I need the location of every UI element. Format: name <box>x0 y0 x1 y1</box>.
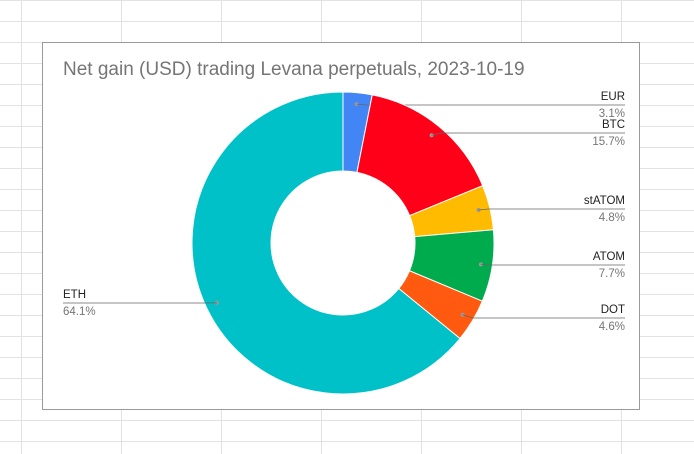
donut-chart: EUR 3.1%BTC 15.7% stATOM 4.8% ATOM 7.7% DOT 4.6%… <box>63 91 625 395</box>
slice-pct-eur: 3.1% <box>599 108 625 120</box>
slice-label-atom: ATOM <box>593 251 625 263</box>
leader-line-atom <box>480 263 625 266</box>
slice-pct-eth: 64.1% <box>63 306 96 318</box>
slice-label-eth: ETH <box>63 289 86 301</box>
slice-label-btc: BTC <box>602 119 625 131</box>
slice-label-statom: stATOM <box>584 195 625 207</box>
leader-line-dot <box>462 314 625 319</box>
slice-label-eur: EUR <box>601 91 625 103</box>
slice-pct-btc: 15.7% <box>592 136 625 148</box>
slice-pct-atom: 7.7% <box>599 268 625 280</box>
slice-label-dot: DOT <box>601 304 625 316</box>
chart-card: Net gain (USD) trading Levana perpetuals… <box>42 42 640 410</box>
chart-title: Net gain (USD) trading Levana perpetuals… <box>63 59 525 80</box>
slice-pct-dot: 4.6% <box>599 321 625 333</box>
leader-dot-btc <box>429 133 434 138</box>
leader-line-statom <box>478 208 625 211</box>
slice-pct-statom: 4.8% <box>599 212 625 224</box>
leader-line-btc <box>431 132 625 136</box>
slice-eth[interactable] <box>191 91 461 395</box>
leader-line-eur <box>356 103 625 106</box>
